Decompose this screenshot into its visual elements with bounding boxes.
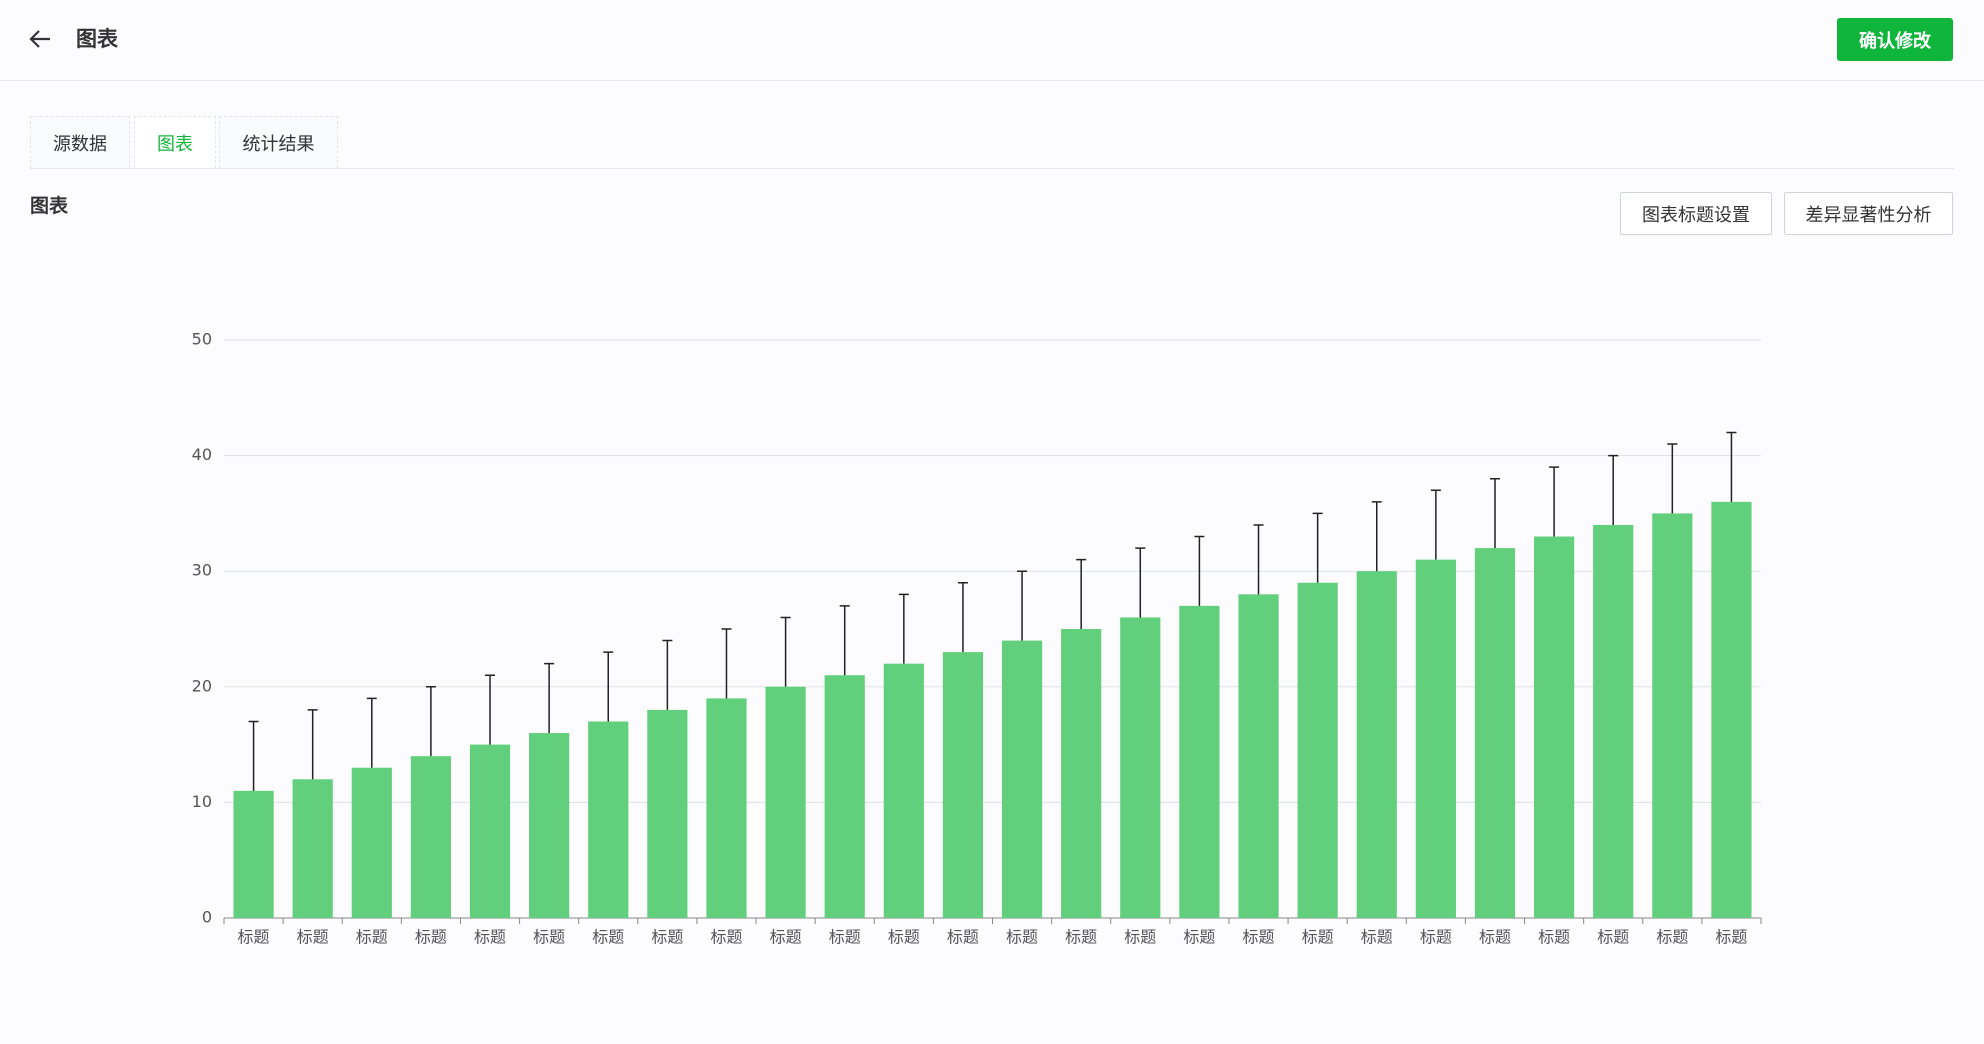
error-bar — [957, 582, 968, 653]
y-tick-label: 40 — [192, 445, 212, 464]
bar — [351, 767, 392, 918]
bar — [1415, 559, 1456, 918]
x-tick-label: 标题 — [710, 928, 742, 947]
tab[interactable]: 统计结果 — [219, 116, 338, 168]
bar — [1711, 501, 1752, 918]
error-bar — [898, 593, 909, 664]
bar — [529, 733, 570, 918]
bar — [1593, 524, 1634, 918]
bar — [410, 756, 452, 918]
y-tick-label: 30 — [192, 561, 212, 580]
section-title: 图表 — [30, 195, 69, 217]
bar — [647, 709, 688, 918]
bar — [883, 663, 924, 918]
back-arrow[interactable] — [28, 28, 52, 50]
error-bar — [662, 639, 673, 710]
error-bar — [603, 651, 614, 722]
x-tick-label: 标题 — [1479, 928, 1511, 947]
error-bar — [1726, 431, 1737, 502]
bar — [1061, 629, 1102, 918]
bar — [706, 698, 747, 918]
error-bar — [1667, 443, 1678, 514]
x-tick-label: 标题 — [947, 928, 979, 947]
error-bar — [1371, 501, 1382, 572]
error-bar — [839, 605, 850, 676]
x-tick-label: 标题 — [1243, 928, 1275, 947]
error-bar — [1489, 477, 1500, 549]
error-bar — [1017, 570, 1028, 641]
significance-button[interactable]: 差异显著性分析 — [1784, 192, 1953, 235]
bar — [1238, 594, 1279, 918]
x-tick-label: 标题 — [829, 928, 861, 947]
x-tick-label: 标题 — [592, 928, 624, 947]
error-bar — [1430, 489, 1441, 560]
bar — [1474, 548, 1516, 918]
x-tick-label: 标题 — [888, 928, 920, 947]
title-settings-button[interactable]: 图表标题设置 — [1620, 192, 1772, 235]
bar — [1297, 582, 1338, 918]
x-tick-label: 标题 — [1124, 928, 1156, 947]
bar — [233, 790, 274, 918]
bar — [1179, 605, 1220, 918]
x-tick-label: 标题 — [474, 928, 506, 947]
x-tick-label: 标题 — [1302, 928, 1334, 947]
y-tick-label: 20 — [192, 676, 212, 695]
error-bar — [1253, 524, 1264, 595]
tab[interactable]: 源数据 — [30, 116, 130, 168]
x-tick-label: 标题 — [1656, 928, 1688, 947]
error-bar — [1549, 466, 1560, 537]
error-bar — [544, 662, 555, 734]
error-bar — [366, 697, 377, 768]
y-tick-label: 0 — [202, 908, 212, 927]
error-bar — [1312, 512, 1323, 583]
x-tick-label: 标题 — [356, 928, 388, 947]
x-tick-label: 标题 — [770, 928, 802, 947]
bar — [1533, 536, 1575, 918]
error-bar — [1076, 558, 1087, 629]
x-tick-label: 标题 — [1715, 928, 1747, 947]
x-tick-label: 标题 — [1597, 928, 1629, 947]
bar — [1120, 617, 1161, 918]
tab-divider — [30, 168, 1954, 169]
x-tick-label: 标题 — [651, 928, 683, 947]
error-bar — [1608, 454, 1619, 525]
x-tick-label: 标题 — [297, 928, 329, 947]
bar — [1652, 513, 1693, 918]
x-tick-label: 标题 — [1361, 928, 1393, 947]
tab[interactable]: 图表 — [134, 116, 216, 168]
confirm-button[interactable]: 确认修改 — [1837, 18, 1953, 61]
x-tick-label: 标题 — [1183, 928, 1215, 947]
y-tick-label: 10 — [192, 792, 212, 811]
error-bar — [721, 628, 732, 699]
bar — [1356, 571, 1397, 918]
bar — [292, 779, 333, 918]
error-bar — [425, 686, 436, 757]
error-bar — [1194, 535, 1205, 606]
header-divider — [0, 80, 1984, 81]
page-title: 图表 — [76, 27, 118, 51]
bar — [588, 721, 629, 918]
y-tick-label: 50 — [192, 330, 212, 349]
error-bar — [1135, 547, 1146, 618]
bar — [824, 675, 865, 918]
x-tick-label: 标题 — [238, 928, 270, 947]
bar — [765, 686, 806, 918]
error-bar — [307, 709, 318, 780]
error-bar — [485, 674, 496, 745]
error-bar — [248, 720, 259, 791]
x-tick-label: 标题 — [415, 928, 447, 947]
x-tick-label: 标题 — [1420, 928, 1452, 947]
bar — [1001, 640, 1043, 918]
bar — [942, 652, 984, 918]
x-tick-label: 标题 — [1538, 928, 1570, 947]
x-tick-label: 标题 — [1006, 928, 1038, 947]
error-bar — [780, 616, 791, 687]
x-tick-label: 标题 — [533, 928, 565, 947]
bar — [469, 744, 511, 918]
x-tick-label: 标题 — [1065, 928, 1097, 947]
